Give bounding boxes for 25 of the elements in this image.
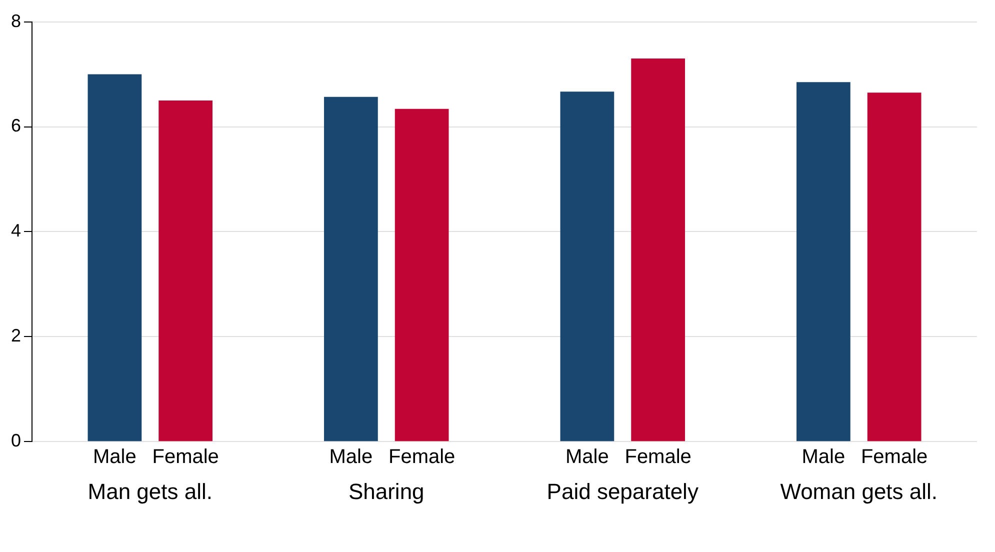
bar bbox=[631, 58, 685, 442]
bar bbox=[867, 92, 922, 442]
series-label: Female bbox=[624, 446, 692, 468]
text: Female bbox=[860, 446, 928, 468]
bar bbox=[394, 108, 449, 442]
x-tick-label: Man gets all. bbox=[88, 478, 212, 504]
y-tick-label: 8 bbox=[10, 10, 22, 31]
y-tick-label: 2 bbox=[10, 326, 22, 346]
bar bbox=[560, 92, 614, 442]
y-tick-label: 6 bbox=[10, 116, 22, 136]
x-tick-label: Sharing bbox=[348, 478, 424, 504]
bar bbox=[88, 74, 142, 442]
x-tick-label: Paid separately bbox=[546, 478, 698, 504]
y-tick-label: 0 bbox=[10, 430, 22, 451]
text: Male bbox=[802, 446, 846, 468]
bar bbox=[158, 100, 213, 442]
bar bbox=[796, 82, 850, 442]
text: Male bbox=[566, 446, 609, 468]
y-tick-label: 4 bbox=[10, 220, 22, 241]
text: Female bbox=[152, 446, 219, 468]
text: Female bbox=[388, 446, 456, 468]
text: Male bbox=[329, 446, 373, 468]
x-tick-label: Woman gets all. bbox=[780, 478, 938, 504]
bar bbox=[324, 96, 378, 442]
series-label: Male bbox=[93, 446, 136, 468]
